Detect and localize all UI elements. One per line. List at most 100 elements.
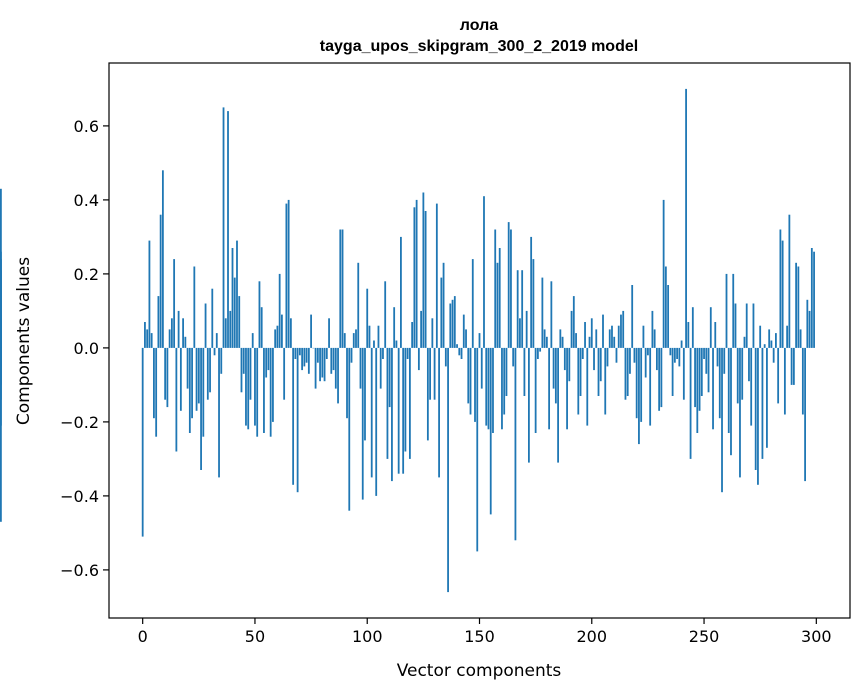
bar-148 (474, 347, 476, 422)
bar-84 (330, 347, 333, 374)
bar-183 (552, 347, 555, 389)
y-tick-label: −0.6 (60, 561, 99, 580)
bar-103 (373, 340, 375, 348)
bar-177 (539, 347, 542, 352)
bar-110 (388, 347, 391, 408)
bar-0 (141, 347, 144, 537)
bar-256 (716, 347, 719, 367)
bar-254 (712, 347, 714, 430)
y-tick-label: 0.2 (74, 265, 99, 284)
bar-155 (489, 347, 492, 515)
bar-275 (759, 325, 762, 348)
bar-65 (287, 199, 290, 348)
bar-223 (642, 325, 645, 348)
x-tick-label: 0 (138, 627, 148, 646)
bar-55 (265, 347, 268, 378)
bar-61 (278, 273, 281, 348)
bar-220 (635, 347, 638, 419)
bar-200 (590, 318, 593, 348)
bar-12 (168, 329, 171, 348)
bar-46 (245, 347, 247, 426)
bar-51 (256, 347, 259, 437)
bar-201 (593, 347, 595, 371)
bar-174 (532, 259, 535, 348)
bar-230 (658, 347, 661, 411)
bar-undefined (0, 270, 2, 348)
bar-14 (173, 259, 176, 348)
bars-group (0, 88, 815, 593)
bar-63 (283, 347, 286, 400)
bar-121 (413, 207, 416, 348)
bar-138 (451, 299, 454, 348)
bar-239 (678, 347, 681, 367)
bar-267 (741, 347, 744, 400)
x-tick-label: 150 (464, 627, 495, 646)
bar-7 (157, 296, 160, 348)
bar-215 (624, 347, 627, 400)
bar-45 (242, 347, 245, 374)
bar-218 (631, 285, 634, 348)
bar-228 (653, 329, 656, 348)
bar-227 (651, 310, 654, 348)
bar-80 (321, 347, 324, 378)
bar-288 (788, 214, 791, 348)
bar-161 (503, 347, 506, 415)
bar-216 (626, 347, 629, 396)
bar-292 (797, 266, 800, 348)
bar-11 (166, 347, 169, 408)
bar-108 (384, 281, 387, 348)
chart-title: лола (460, 17, 498, 34)
bar-85 (332, 347, 335, 371)
bar-79 (319, 347, 321, 382)
bar-57 (269, 347, 272, 437)
bar-5 (153, 347, 155, 419)
bar-90 (343, 333, 346, 348)
bar-182 (550, 281, 553, 348)
y-tick-label: −0.4 (60, 487, 99, 506)
bar-134 (442, 262, 445, 348)
bar-164 (510, 229, 512, 348)
x-axis: 0 50 100 150 200 250 300 (138, 618, 832, 646)
bar-214 (622, 310, 625, 348)
bar-66 (289, 318, 292, 348)
bar-277 (763, 344, 766, 348)
bar-30 (209, 347, 211, 393)
bar-232 (662, 199, 665, 348)
bar-262 (730, 347, 732, 456)
bar-44 (240, 347, 243, 393)
bar-70 (298, 347, 301, 356)
bar-268 (743, 336, 746, 348)
bar-224 (644, 347, 647, 378)
bar-127 (426, 347, 429, 441)
bar-217 (629, 347, 631, 374)
bar-119 (408, 347, 411, 459)
bar-202 (595, 329, 598, 348)
bar-260 (725, 273, 728, 348)
bar-73 (305, 347, 308, 363)
bar-247 (696, 347, 699, 433)
bar-209 (611, 325, 613, 348)
bar-185 (557, 347, 559, 463)
bar-99 (364, 347, 366, 441)
bar-1 (144, 322, 146, 348)
bar-25 (197, 347, 200, 404)
bar-117 (404, 347, 407, 452)
bar-122 (415, 199, 418, 348)
x-tick-label: 100 (352, 627, 383, 646)
bar-273 (754, 347, 757, 470)
bar-180 (545, 336, 548, 348)
bar-2 (146, 329, 149, 348)
bar-143 (462, 314, 465, 348)
bar-178 (541, 277, 544, 348)
bar-60 (276, 325, 279, 348)
bar-8 (159, 214, 162, 348)
bar-205 (602, 314, 604, 348)
bar-198 (586, 347, 589, 426)
bar-116 (402, 347, 405, 474)
bar-69 (296, 347, 299, 493)
bar-113 (395, 340, 398, 348)
bar-140 (456, 344, 458, 348)
bar-203 (597, 347, 600, 396)
bar-56 (267, 347, 270, 371)
bar-43 (238, 296, 241, 348)
